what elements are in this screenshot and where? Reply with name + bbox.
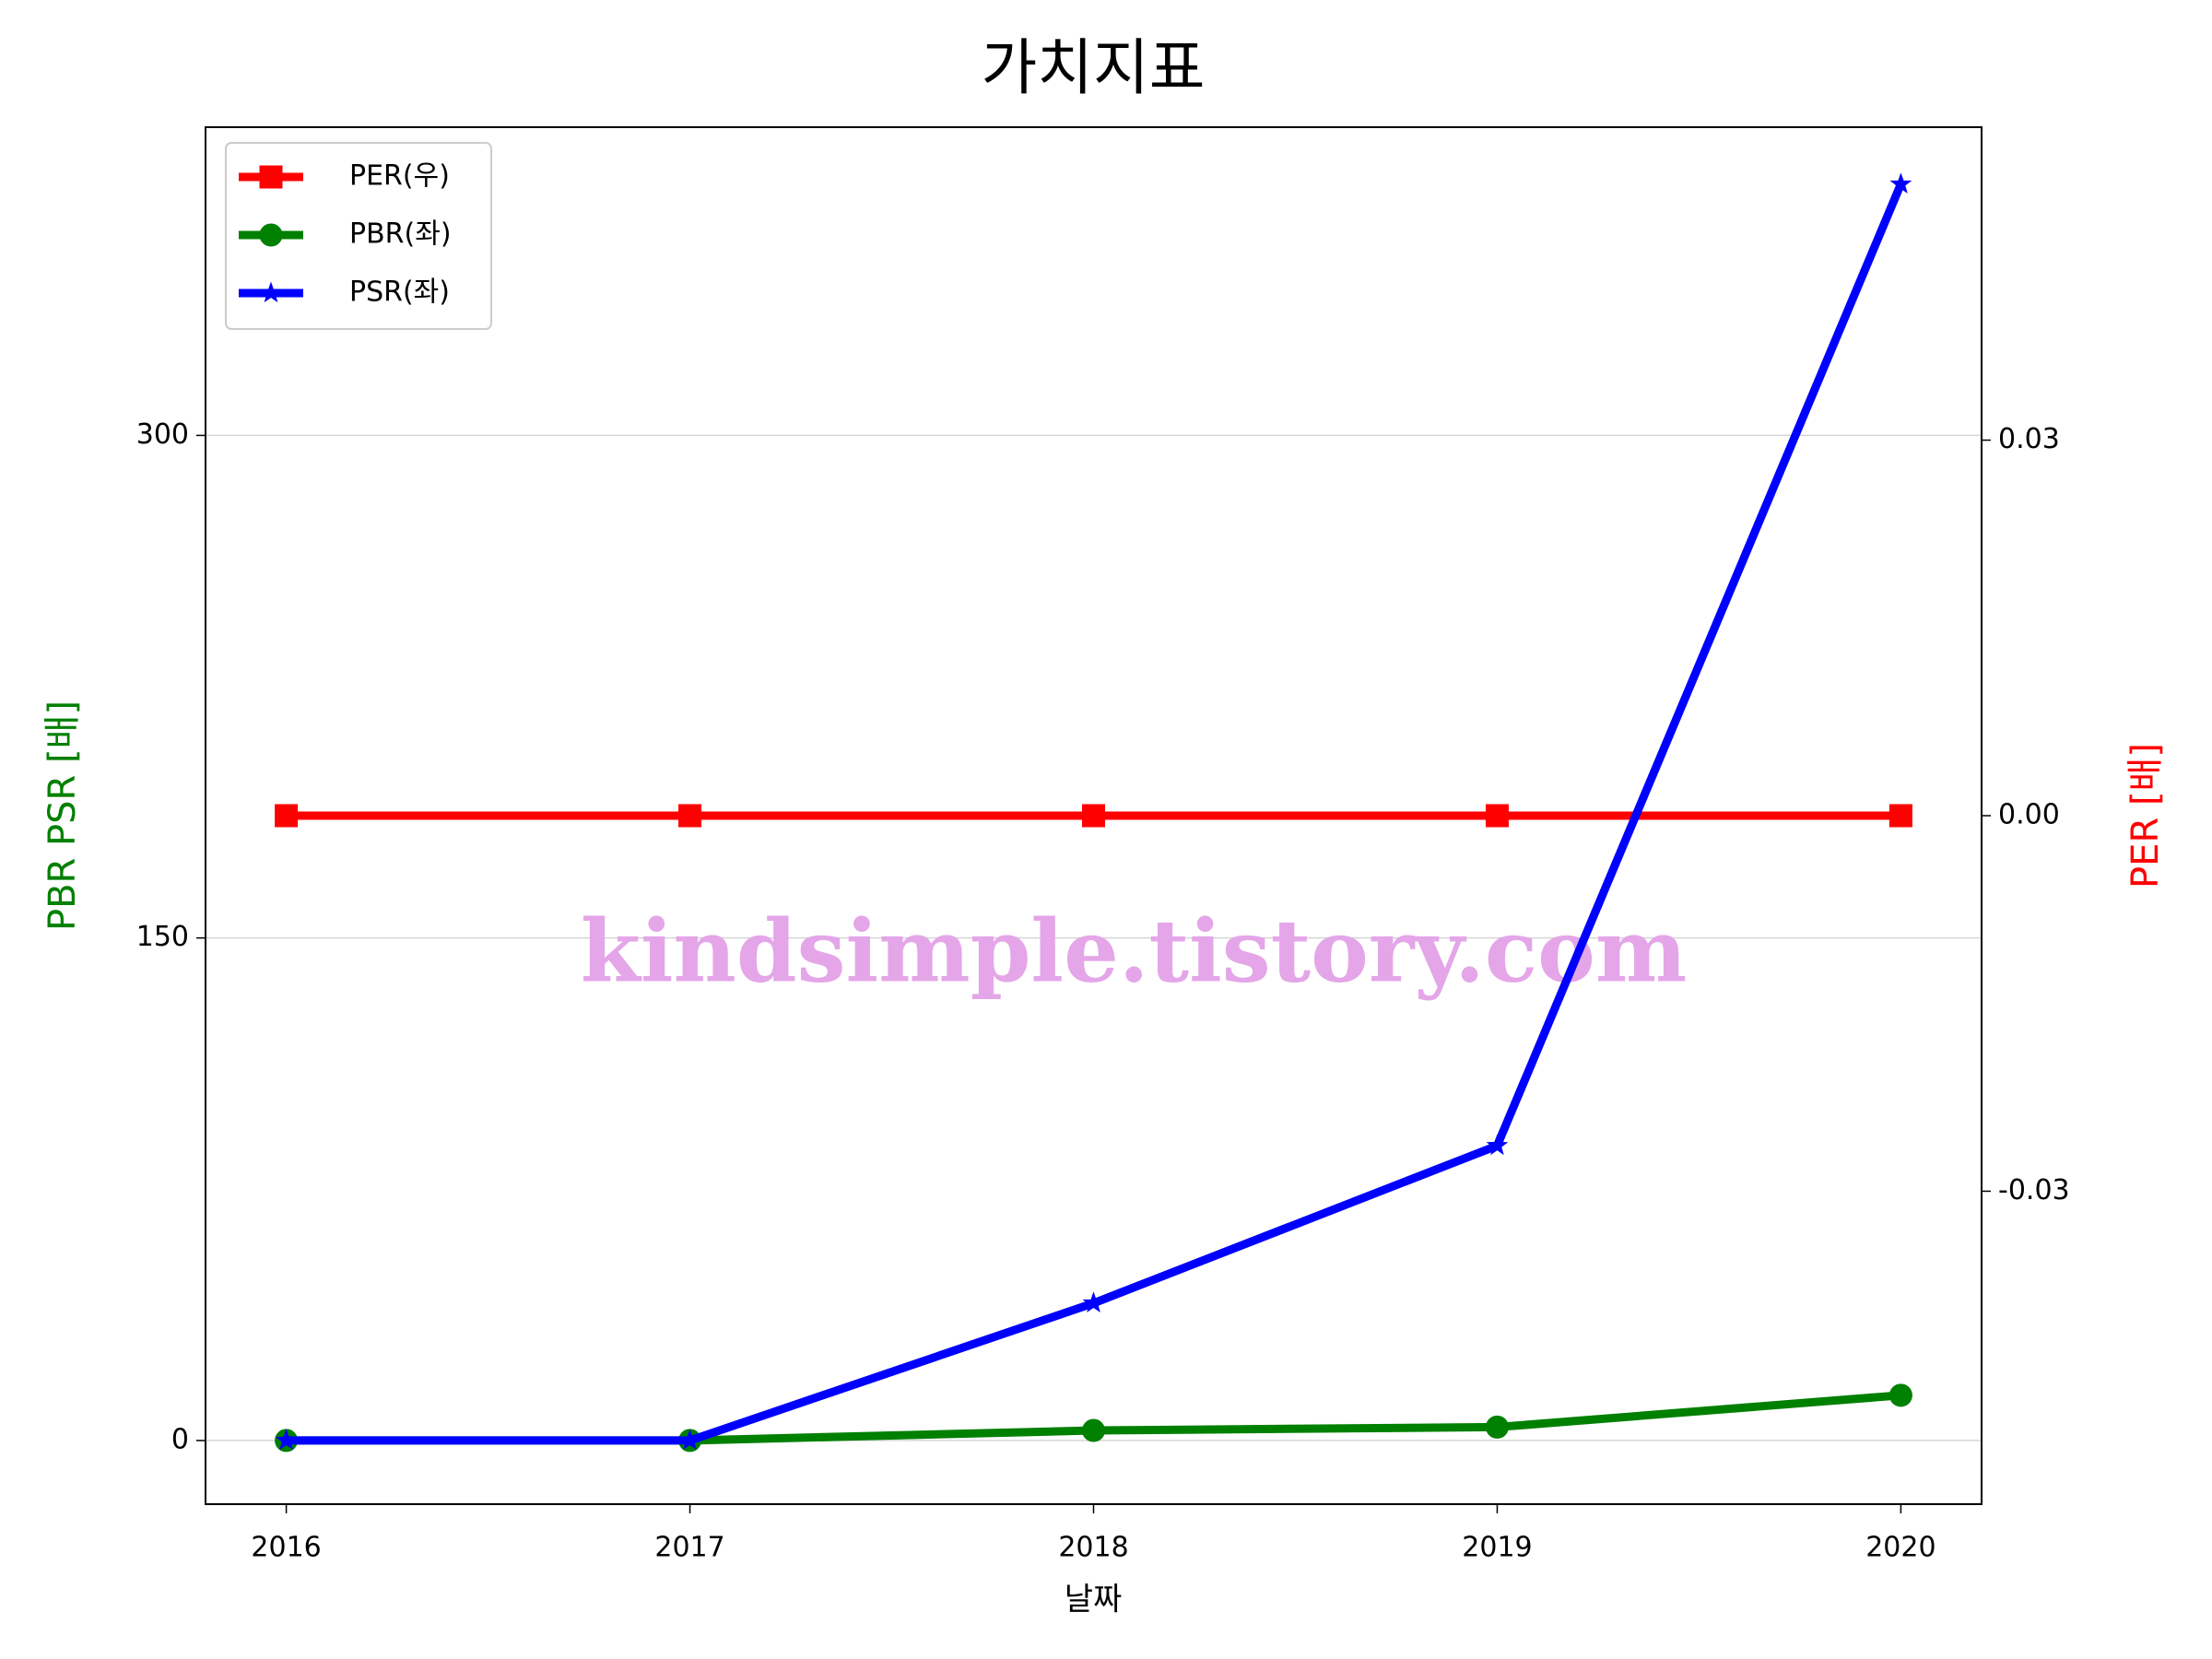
marker: [1485, 1415, 1509, 1439]
legend-box: [225, 142, 492, 330]
legend-marker: [260, 281, 282, 303]
marker: [1082, 804, 1105, 828]
marker: [1485, 804, 1509, 828]
y-tick-label: 0: [171, 1423, 189, 1455]
marker: [1888, 804, 1912, 828]
legend-label: PBR(좌): [349, 218, 452, 251]
marker: [275, 804, 299, 828]
plot-frame: [205, 126, 1983, 1505]
marker: [678, 1429, 701, 1451]
marker: [1082, 1291, 1105, 1312]
y2-axis-label: PER [배]: [2124, 743, 2167, 888]
x-tick-label: 2019: [1462, 1532, 1532, 1564]
marker: [1486, 1134, 1509, 1156]
x-tick-label: 2020: [1865, 1532, 1936, 1564]
chart-title: 가치지표: [982, 32, 1206, 103]
marker: [1889, 172, 1912, 194]
y-tick-label: 150: [136, 921, 189, 953]
marker: [678, 804, 702, 828]
legend-label: PSR(좌): [349, 276, 450, 309]
watermark: kindsimple.tistory.com: [581, 900, 1688, 1002]
y-axis-label: PBR PSR [배]: [41, 700, 84, 931]
y2-tick-label: -0.03: [1998, 1174, 2070, 1206]
y2-tick-label: 0.03: [1998, 423, 2060, 455]
marker: [275, 1429, 298, 1450]
x-tick-label: 2018: [1058, 1532, 1128, 1564]
legend: PER(우) PBR(좌) PSR(좌): [225, 142, 492, 330]
x-tick-label: 2016: [251, 1532, 321, 1564]
marker: [1888, 1383, 1912, 1407]
x-axis-label: 날짜: [1065, 1582, 1123, 1618]
legend-marker: [259, 223, 283, 247]
y-tick-label: 300: [136, 418, 189, 451]
y2-tick-label: 0.00: [1998, 799, 2060, 831]
legend-label: PER(우): [349, 160, 450, 193]
legend-marker: [259, 165, 283, 189]
marker: [1082, 1418, 1105, 1442]
x-tick-label: 2017: [654, 1532, 724, 1564]
